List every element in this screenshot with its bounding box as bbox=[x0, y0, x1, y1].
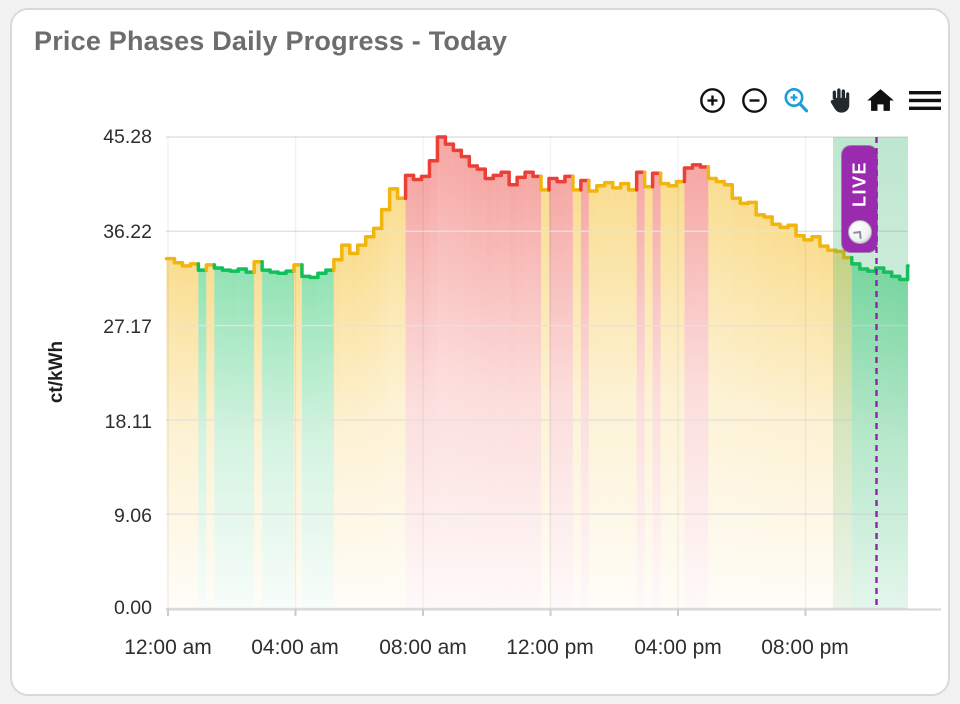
y-tick-label: 45.28 bbox=[103, 126, 152, 148]
chart-toolbar bbox=[698, 86, 942, 115]
price-step-line bbox=[164, 135, 910, 282]
x-tick-label: 08:00 pm bbox=[761, 636, 849, 659]
x-tick-label: 04:00 pm bbox=[634, 636, 722, 659]
y-tick-label: 0.00 bbox=[114, 597, 152, 619]
live-badge: LIVE bbox=[842, 146, 877, 252]
home-reset-icon[interactable] bbox=[866, 86, 895, 115]
y-tick-label: 18.11 bbox=[104, 411, 152, 433]
selection-zoom-icon[interactable] bbox=[782, 86, 811, 115]
zoom-out-icon[interactable] bbox=[740, 86, 769, 115]
gridlines bbox=[166, 136, 941, 616]
live-badge-label: LIVE bbox=[849, 160, 869, 208]
menu-icon[interactable] bbox=[908, 86, 942, 115]
page-title: Price Phases Daily Progress - Today bbox=[34, 26, 508, 56]
y-tick-label: 27.17 bbox=[103, 316, 152, 338]
x-tick-label: 04:00 am bbox=[251, 636, 339, 659]
phase-area-fills bbox=[166, 137, 908, 609]
x-tick-label: 12:00 pm bbox=[506, 636, 594, 659]
x-tick-label: 12:00 am bbox=[124, 636, 212, 659]
y-tick-label: 9.06 bbox=[114, 505, 152, 527]
x-tick-label: 08:00 am bbox=[379, 636, 467, 659]
y-tick-label: 36.22 bbox=[103, 221, 152, 243]
pan-hand-icon[interactable] bbox=[824, 86, 853, 115]
clock-icon bbox=[847, 220, 872, 244]
zoom-in-icon[interactable] bbox=[698, 86, 727, 115]
